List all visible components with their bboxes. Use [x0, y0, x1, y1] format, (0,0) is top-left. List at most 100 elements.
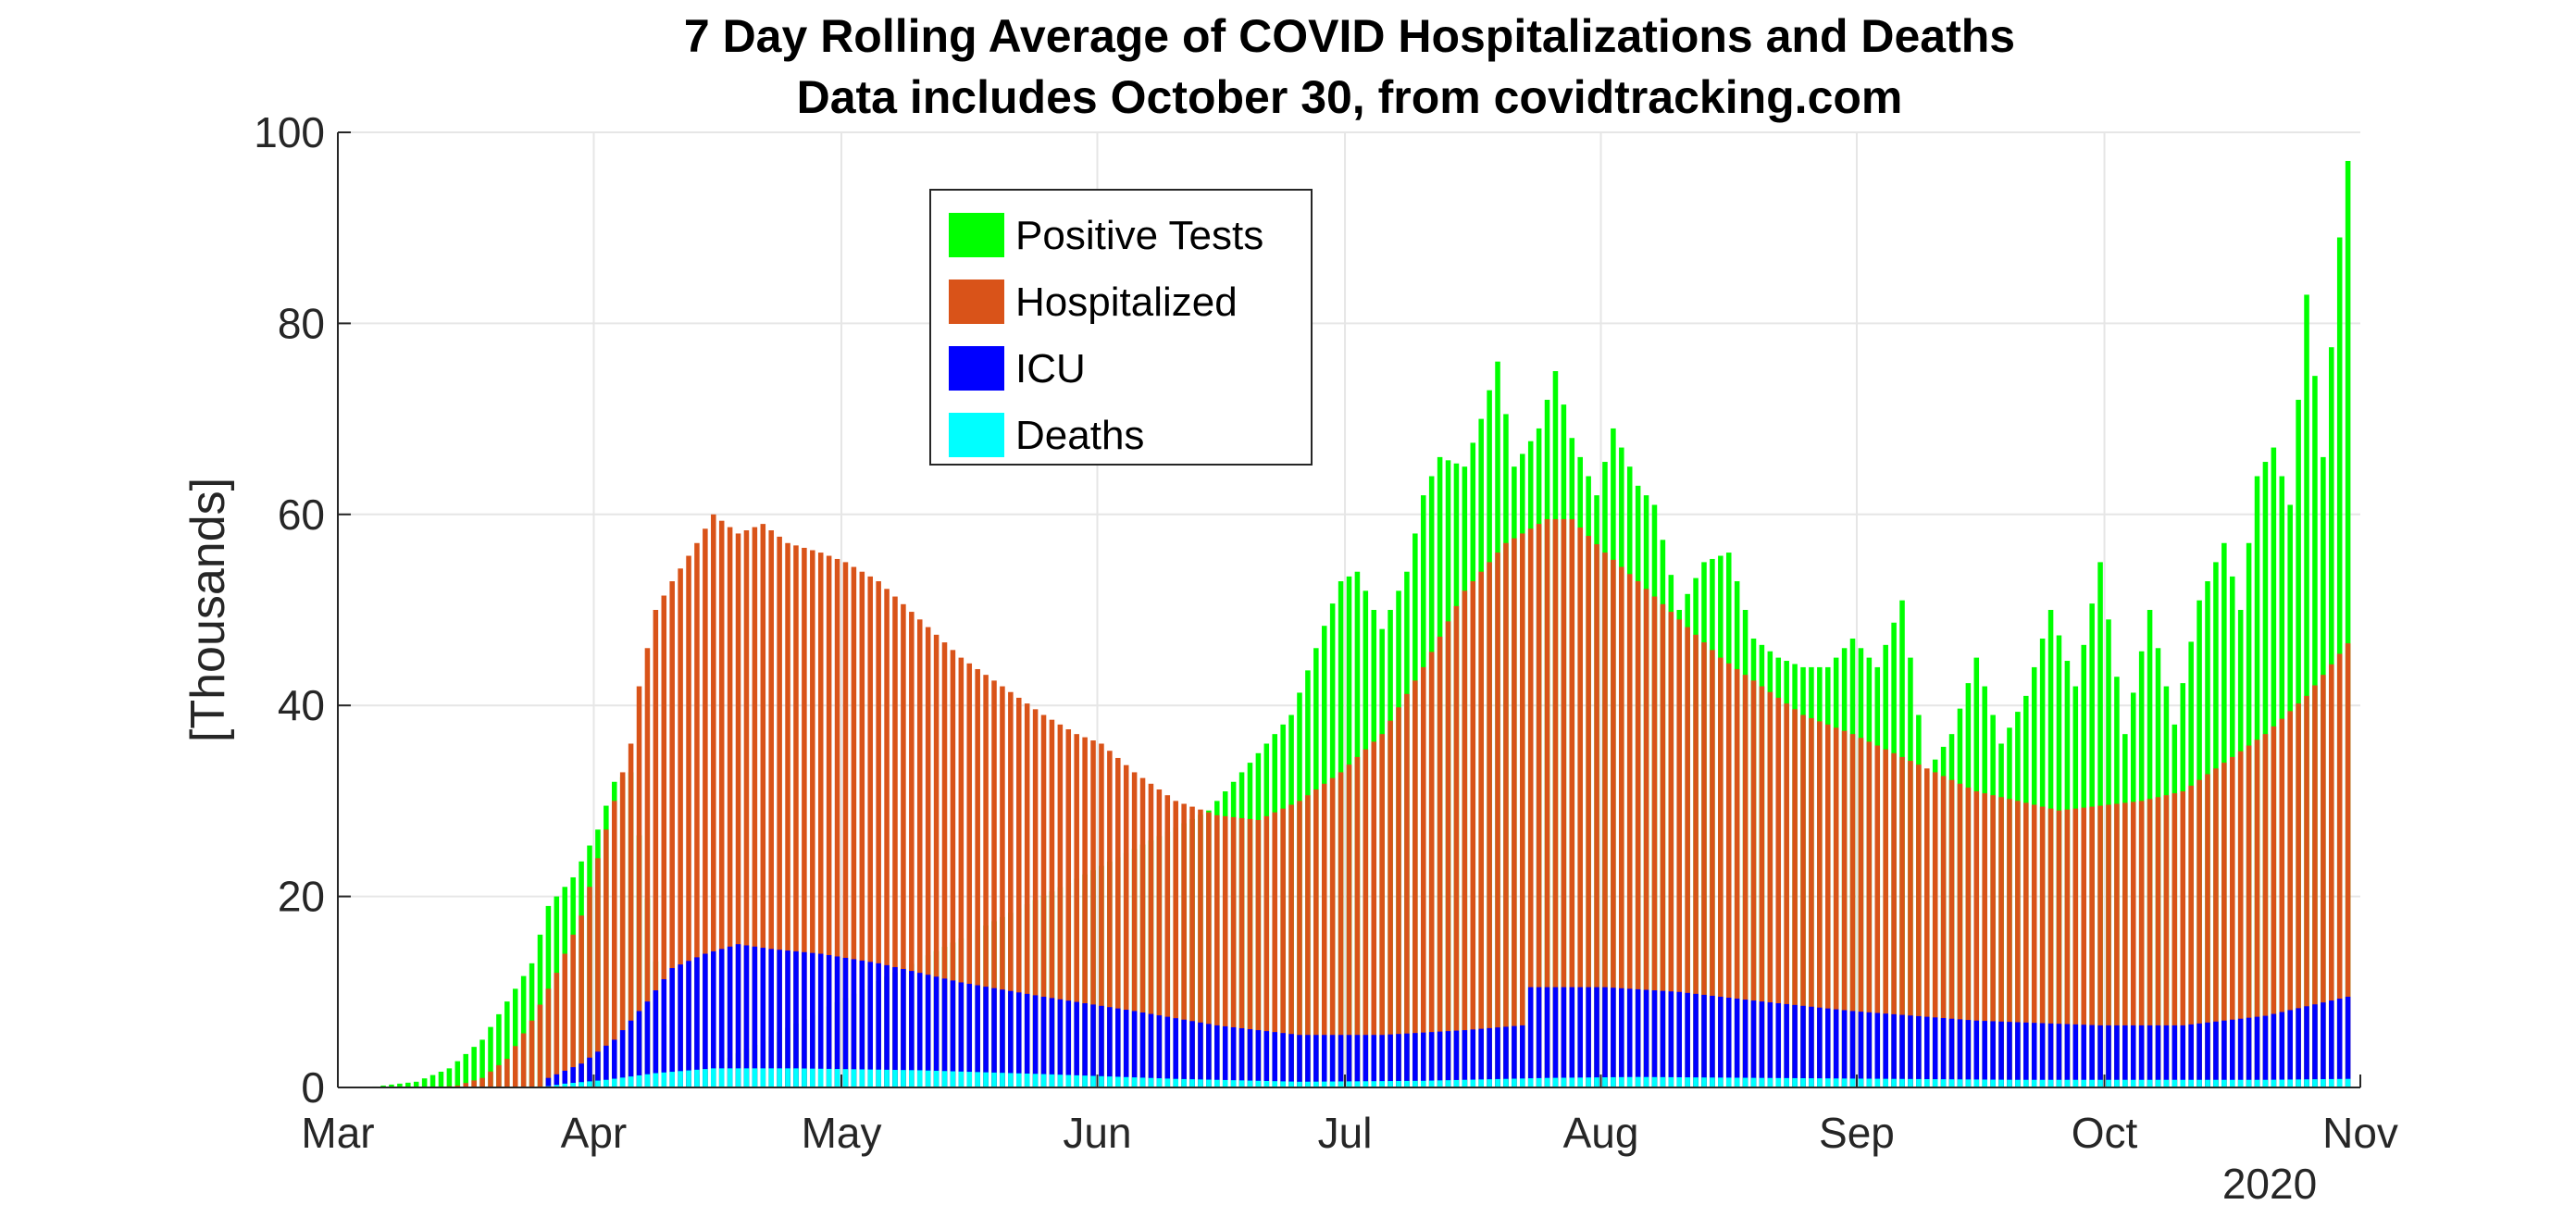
deaths-bar: [727, 1068, 733, 1087]
deaths-bar: [1742, 1077, 1748, 1087]
icu-bar: [2296, 1008, 2301, 1087]
hospitalized-bar: [2205, 774, 2210, 1087]
deaths-bar: [1817, 1078, 1823, 1087]
deaths-bar: [2279, 1079, 2285, 1087]
icu-bar: [694, 957, 700, 1087]
deaths-bar: [991, 1072, 997, 1087]
hospitalized-bar: [1940, 776, 1947, 1087]
icu-bar: [1297, 1035, 1302, 1087]
deaths-bar: [1404, 1080, 1410, 1087]
icu-bar: [1437, 1031, 1443, 1087]
icu-bar: [1032, 995, 1039, 1087]
hospitalized-bar: [703, 528, 708, 1087]
deaths-bar: [628, 1076, 634, 1087]
hospitalized-bar: [636, 686, 642, 1087]
deaths-bar: [554, 1085, 560, 1087]
icu-bar: [1214, 1025, 1220, 1087]
hospitalized-bar: [1965, 787, 1972, 1087]
hospitalized-bar: [1874, 745, 1881, 1087]
hospitalized-bar: [1214, 814, 1220, 1087]
icu-bar: [916, 973, 923, 1087]
icu-bar: [1916, 1015, 1922, 1087]
deaths-bar: [694, 1069, 700, 1087]
icu-bar: [2147, 1025, 2153, 1087]
hospitalized-bar: [595, 858, 601, 1087]
icu-bar: [941, 978, 948, 1087]
deaths-bar: [653, 1073, 659, 1087]
positive-tests-bar: [520, 975, 527, 1087]
deaths-bar: [1520, 1078, 1525, 1087]
deaths-bar: [2237, 1079, 2244, 1087]
hospitalized-bar: [1866, 741, 1873, 1087]
deaths-bar: [826, 1068, 832, 1087]
icu-bar: [2172, 1025, 2178, 1087]
y-tick-label: 20: [278, 873, 325, 921]
hospitalized-bar: [817, 553, 824, 1087]
hospitalized-bar: [1206, 812, 1212, 1087]
deaths-bar: [1487, 1079, 1492, 1087]
deaths-bar: [867, 1069, 873, 1087]
hospitalized-bar: [1099, 743, 1104, 1087]
deaths-bar: [1833, 1078, 1839, 1087]
deaths-bar: [958, 1071, 964, 1087]
hospitalized-bar: [727, 527, 733, 1087]
hospitalized-bar: [1107, 751, 1113, 1087]
positive-tests-bar: [380, 1085, 386, 1087]
hospitalized-bar: [1800, 714, 1806, 1087]
deaths-bar: [1866, 1078, 1873, 1087]
icu-bar: [1710, 995, 1715, 1087]
deaths-bar: [1725, 1077, 1732, 1087]
deaths-bar: [1338, 1081, 1344, 1087]
hospitalized-bar: [1181, 803, 1187, 1087]
icu-bar: [2047, 1023, 2054, 1087]
deaths-bar: [1462, 1079, 1468, 1087]
hospitalized-bar: [1016, 697, 1022, 1087]
icu-bar: [727, 946, 733, 1087]
deaths-bar: [1924, 1078, 1930, 1087]
hospitalized-bar: [570, 934, 576, 1087]
hospitalized-bar: [2122, 802, 2128, 1087]
hospitalized-bar: [537, 1004, 543, 1087]
deaths-bar: [1767, 1077, 1773, 1087]
hospitalized-bar: [2130, 801, 2136, 1087]
hospitalized-bar: [619, 772, 626, 1087]
hospitalized-bar: [1230, 816, 1237, 1087]
hospitalized-bar: [1924, 768, 1930, 1087]
icu-bar: [1230, 1026, 1237, 1087]
hospitalized-bar: [2180, 791, 2186, 1087]
icu-bar: [743, 945, 750, 1087]
deaths-bar: [1602, 1077, 1608, 1087]
deaths-bar: [1040, 1074, 1047, 1087]
hospitalized-bar: [1379, 734, 1385, 1087]
hospitalized-bar: [1775, 697, 1782, 1087]
icu-bar: [1198, 1022, 1203, 1087]
deaths-bar: [1701, 1077, 1707, 1087]
hospitalized-bar: [2262, 734, 2269, 1087]
hospitalized-bar: [496, 1064, 502, 1087]
icu-bar: [1090, 1004, 1096, 1087]
hospitalized-bar: [1948, 779, 1955, 1087]
positive-tests-bar: [438, 1071, 444, 1087]
deaths-bar: [703, 1069, 708, 1087]
hospitalized-bar: [859, 571, 865, 1087]
hospitalized-bar: [1280, 808, 1286, 1087]
icu-bar: [752, 946, 758, 1087]
deaths-bar: [1651, 1076, 1658, 1087]
deaths-bar: [1750, 1077, 1757, 1087]
hospitalized-bar: [950, 650, 956, 1087]
deaths-bar: [1544, 1077, 1550, 1087]
hospitalized-bar: [2047, 808, 2054, 1087]
deaths-bar: [876, 1069, 881, 1087]
hospitalized-bar: [735, 533, 741, 1087]
icu-bar: [933, 976, 940, 1087]
hospitalized-bar: [2072, 808, 2079, 1087]
deaths-bar: [2221, 1079, 2227, 1087]
hospitalized-bar: [909, 612, 915, 1087]
icu-bar: [1107, 1007, 1113, 1087]
hospitalized-bar: [884, 589, 890, 1087]
hospitalized-bar: [1288, 804, 1294, 1087]
deaths-bar: [669, 1072, 675, 1087]
hospitalized-bar: [2106, 804, 2111, 1087]
deaths-bar: [1948, 1079, 1955, 1087]
hospitalized-bar: [2172, 793, 2178, 1087]
